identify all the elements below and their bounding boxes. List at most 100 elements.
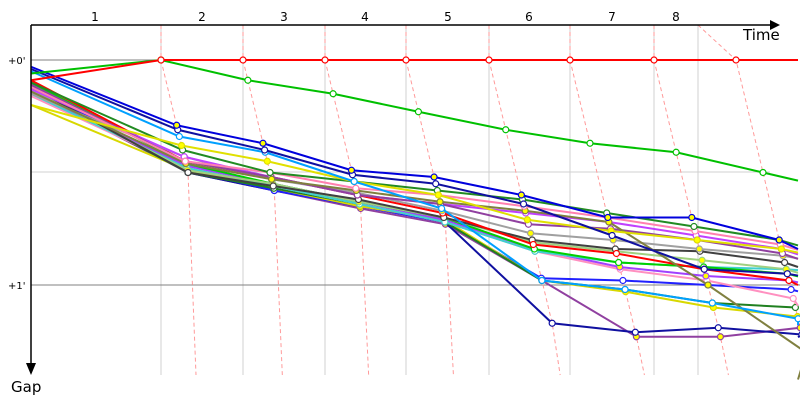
data-point <box>402 56 410 64</box>
data-point <box>789 294 797 303</box>
data-point <box>329 90 337 98</box>
data-point <box>321 56 329 64</box>
lap-label: 2 <box>198 10 206 24</box>
data-point <box>796 324 800 332</box>
data-point <box>688 213 696 222</box>
data-point <box>780 258 789 267</box>
data-point <box>566 56 574 64</box>
series-6 <box>30 81 799 247</box>
series-line <box>30 90 800 380</box>
lap-label: 8 <box>672 10 680 24</box>
data-point <box>436 198 444 206</box>
lap-label: 1 <box>91 10 99 24</box>
axes: Time Gap +0' +1' <box>8 20 780 396</box>
series-line <box>30 88 799 311</box>
lap-6-marker-line <box>569 25 645 376</box>
data-point <box>708 299 716 307</box>
data-point <box>631 328 639 336</box>
data-point <box>714 324 722 332</box>
series-line <box>30 90 799 284</box>
y-axis-title: Gap <box>11 378 41 396</box>
data-point <box>523 216 531 224</box>
series-line <box>30 70 800 326</box>
data-point <box>184 168 192 177</box>
data-point <box>621 285 629 294</box>
series-group <box>30 56 800 380</box>
data-point <box>604 213 612 222</box>
y-tick-label: +0' <box>8 56 26 67</box>
series-3 <box>30 68 799 278</box>
data-point <box>177 141 186 150</box>
series-line <box>30 81 799 278</box>
data-point <box>485 56 493 64</box>
data-point <box>791 303 800 312</box>
data-point <box>704 281 712 289</box>
data-point <box>434 191 442 199</box>
series-line <box>30 68 799 277</box>
data-point <box>414 108 423 116</box>
lap-label: 5 <box>444 10 452 24</box>
data-point <box>502 126 510 134</box>
series-2 <box>30 65 799 250</box>
lap-7-marker-line <box>653 25 729 376</box>
data-point <box>519 200 528 208</box>
lap-label: 4 <box>361 10 369 24</box>
data-point <box>526 229 535 237</box>
data-point <box>244 76 252 84</box>
data-point <box>702 272 710 280</box>
data-point <box>785 276 793 285</box>
data-point <box>672 148 680 156</box>
series-1 <box>30 56 799 182</box>
data-point <box>650 56 658 64</box>
series-line <box>30 86 799 251</box>
data-point <box>352 184 360 192</box>
data-point <box>517 191 526 199</box>
series-line <box>30 92 799 260</box>
data-point <box>693 236 701 244</box>
series-line <box>30 58 799 182</box>
data-point <box>695 245 703 253</box>
data-point <box>775 236 783 244</box>
data-point <box>787 285 795 294</box>
lap-label: 7 <box>608 10 616 24</box>
lap-8-marker-line <box>697 24 800 329</box>
data-point <box>239 56 247 64</box>
data-point <box>529 240 537 249</box>
data-point <box>548 319 556 327</box>
data-point <box>716 333 725 341</box>
data-point <box>263 157 271 165</box>
data-point <box>794 315 800 323</box>
series-line <box>30 65 799 250</box>
data-point <box>430 173 438 181</box>
data-point <box>690 222 698 231</box>
data-point <box>538 276 546 285</box>
data-point <box>432 180 440 188</box>
data-point <box>347 166 356 174</box>
data-point <box>173 121 181 129</box>
series-line <box>30 104 799 254</box>
lap-label: 3 <box>280 10 288 24</box>
data-point <box>586 139 594 147</box>
data-point <box>181 157 189 165</box>
data-point <box>268 175 276 183</box>
series-0 <box>30 56 798 82</box>
time-axis-arrow-icon <box>770 20 780 30</box>
series-line <box>30 86 800 339</box>
data-point <box>783 270 791 278</box>
data-point <box>759 168 767 177</box>
data-point <box>700 265 708 273</box>
series-16 <box>30 92 799 273</box>
lap-label: 6 <box>525 10 533 24</box>
lap-labels: 1 2 3 4 5 6 7 8 <box>91 10 680 24</box>
series-line <box>30 83 799 260</box>
y-tick-label: +1' <box>8 281 26 292</box>
data-point <box>438 204 446 213</box>
data-point <box>259 139 267 147</box>
series-line <box>30 81 799 247</box>
x-axis-title: Time <box>742 26 780 44</box>
series-line <box>30 59 798 82</box>
data-point <box>350 177 358 186</box>
data-point <box>266 168 274 177</box>
data-point <box>269 182 277 190</box>
